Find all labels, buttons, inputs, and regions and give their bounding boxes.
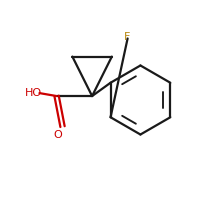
Text: F: F <box>123 32 130 42</box>
Text: HO: HO <box>25 88 42 98</box>
Text: O: O <box>53 130 62 140</box>
